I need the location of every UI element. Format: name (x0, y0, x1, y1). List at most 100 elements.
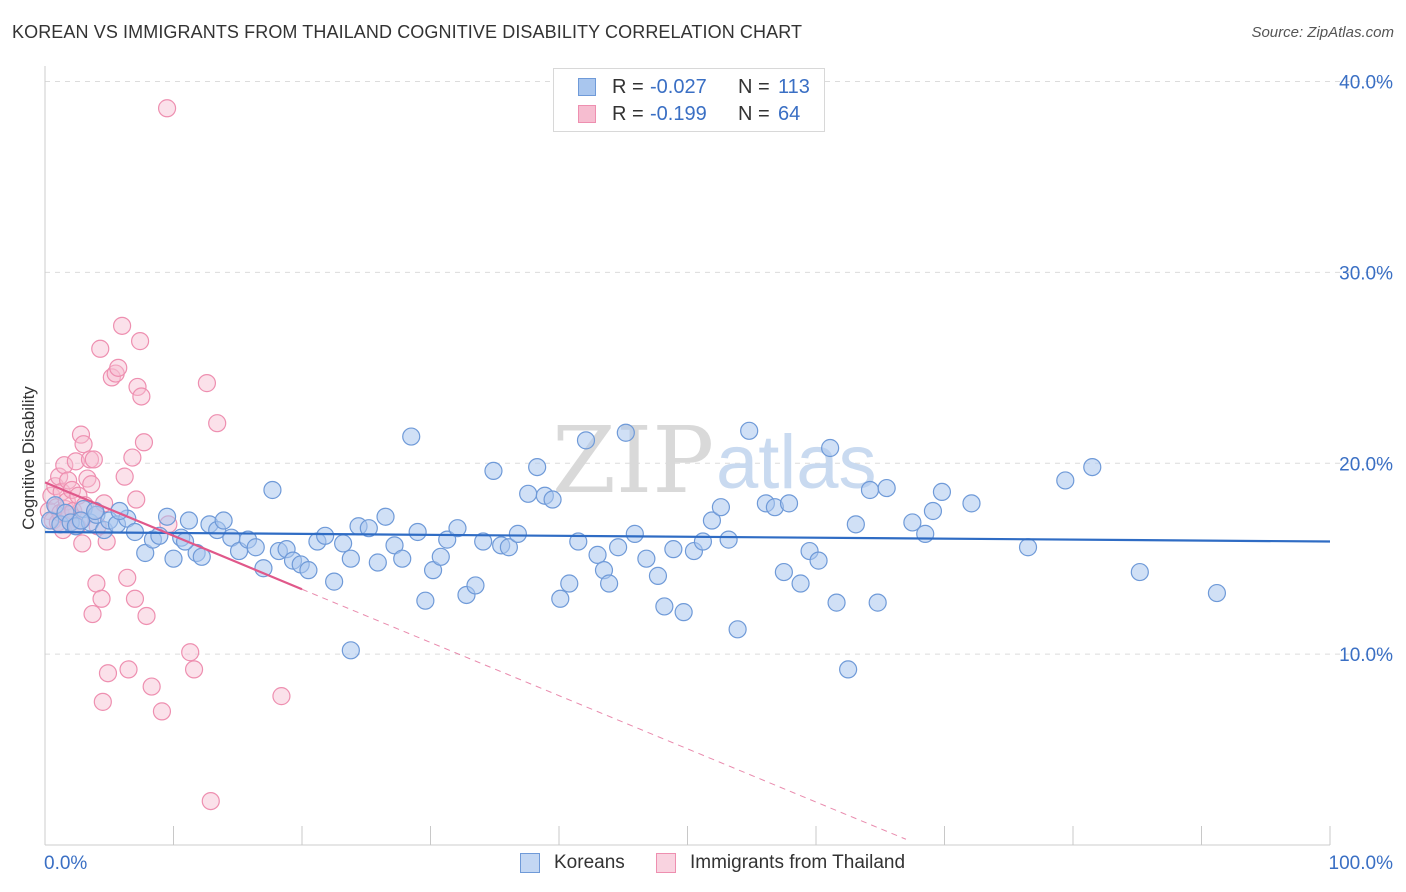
korean-point (600, 574, 619, 593)
korean-point (827, 593, 846, 612)
stats-row-thailand: R = -0.199 N = 64 (578, 101, 800, 127)
korean-point (551, 589, 570, 608)
korean-point (246, 538, 265, 557)
korean-point (846, 515, 865, 534)
korean-point (674, 603, 693, 622)
legend-label: Immigrants from Thailand (690, 852, 906, 873)
korean-point (1056, 471, 1075, 490)
korean-point (711, 498, 731, 517)
y-tick-label: 10.0% (1339, 645, 1393, 666)
thailand-points (39, 99, 291, 811)
legend-label: Koreans (554, 852, 625, 873)
korean-point (809, 551, 828, 570)
thailand-trend-line (44, 481, 303, 591)
y-tick-label: 40.0% (1339, 73, 1393, 94)
thailand-point (115, 467, 134, 486)
thailand-point (181, 643, 200, 662)
watermark: ZIP atlas (552, 407, 877, 514)
thailand-point (132, 387, 151, 406)
korean-point (214, 511, 233, 530)
korean-point (519, 484, 538, 503)
thailand-point (92, 589, 111, 608)
thailand-point (91, 339, 110, 358)
korean-point (916, 524, 935, 543)
thailand-point (128, 377, 147, 397)
korean-point (164, 549, 183, 568)
n-label: N = (738, 102, 770, 125)
thailand-point (201, 792, 220, 811)
korean-point (839, 660, 858, 679)
korean-point (376, 507, 395, 526)
korean-point (860, 480, 880, 500)
korean-point (740, 421, 759, 440)
thailand-point (123, 448, 142, 467)
korean-point (569, 532, 588, 551)
thailand-point (82, 475, 101, 494)
thailand-point (59, 471, 78, 490)
thailand-point (50, 467, 69, 486)
watermark-atlas: atlas (716, 420, 877, 505)
thailand-point (112, 316, 132, 335)
y-tick-label: 20.0% (1339, 454, 1393, 475)
thailand-legend-swatch (656, 853, 676, 873)
korean-point (779, 494, 799, 513)
thailand-point (130, 332, 150, 351)
korean-point (877, 478, 896, 498)
korean-point (408, 522, 427, 542)
r-label: R = (612, 75, 644, 98)
trend-lines (44, 481, 1331, 840)
korean-point (637, 549, 656, 568)
korean-point (932, 482, 952, 502)
korean-point (393, 549, 412, 568)
thailand-point (208, 414, 227, 433)
thailand-point (272, 687, 291, 706)
korean-point (1083, 457, 1102, 477)
korean-point (1130, 562, 1149, 582)
korean-point (341, 549, 360, 568)
r-value: -0.027 (650, 75, 707, 98)
thailand-point (93, 692, 112, 711)
legend-item-koreans[interactable]: Koreans (520, 852, 625, 874)
n-label: N = (738, 75, 770, 98)
korean-point (702, 511, 722, 530)
korean-point (719, 530, 738, 549)
korean-point (774, 562, 793, 582)
korean-point (664, 540, 683, 559)
korean-point (368, 553, 387, 572)
series-legend: Koreans Immigrants from Thailand (0, 852, 1406, 878)
korean-point (791, 574, 810, 593)
korean-point (157, 507, 177, 526)
korean-point (609, 538, 628, 557)
grid-lines (45, 81, 1392, 655)
thailand-point (152, 702, 172, 721)
axes (44, 66, 1331, 846)
legend-item-thailand[interactable]: Immigrants from Thailand (656, 852, 905, 874)
r-value: -0.199 (650, 102, 707, 125)
thailand-point (134, 433, 154, 452)
korean-point (543, 490, 562, 509)
korean-point (448, 519, 467, 538)
thailand-point (157, 99, 177, 118)
source-label: Source: ZipAtlas.com (1251, 24, 1394, 41)
thailand-point (83, 604, 102, 624)
korean-point (616, 423, 635, 442)
korean-point (1018, 538, 1038, 557)
korean-point (693, 532, 713, 551)
korean-point (71, 511, 91, 530)
thailand-point (98, 664, 118, 683)
korean-point (299, 561, 318, 580)
korean-point (560, 574, 579, 593)
korean-point (341, 641, 360, 660)
korean-trend-line (44, 530, 1331, 543)
watermark-zip: ZIP (552, 407, 714, 514)
korean-point (334, 534, 353, 553)
korean-point (1207, 583, 1227, 603)
korean-point (359, 519, 378, 538)
korean-point (431, 547, 450, 566)
korean-point (385, 536, 404, 555)
thailand-point (119, 660, 138, 679)
y-tick-label: 30.0% (1339, 263, 1393, 284)
korean-point (588, 545, 607, 564)
thailand-point (66, 452, 85, 471)
